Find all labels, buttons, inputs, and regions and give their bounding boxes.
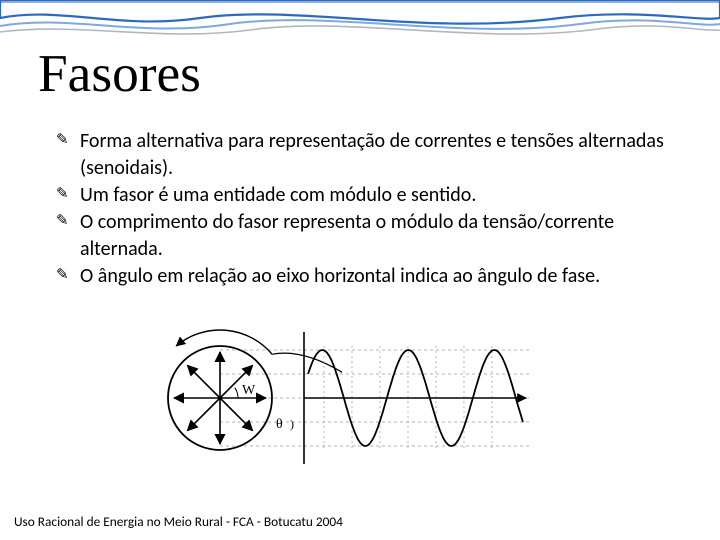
bullet-item: ✎ O comprimento do fasor representa o mó… (56, 209, 666, 263)
bullet-glyph-icon: ✎ (56, 184, 74, 202)
phasor-svg: Wθ) (154, 302, 534, 472)
bullet-glyph-icon: ✎ (56, 211, 74, 229)
bullet-text: O comprimento do fasor representa o módu… (80, 209, 666, 263)
bullet-text: Um fasor é uma entidade com módulo e sen… (80, 182, 666, 209)
bullet-list: ✎ Forma alternativa para representação d… (56, 128, 666, 290)
bullet-text: Forma alternativa para representação de … (80, 128, 666, 182)
phasor-figure: Wθ) (154, 302, 534, 472)
svg-text:): ) (290, 417, 294, 431)
bullet-glyph-icon: ✎ (56, 265, 74, 283)
bullet-item: ✎ O ângulo em relação ao eixo horizontal… (56, 263, 666, 290)
bullet-text: O ângulo em relação ao eixo horizontal i… (80, 263, 666, 290)
footer-text: Uso Racional de Energia no Meio Rural - … (14, 513, 343, 530)
slide-root: Fasores ✎ Forma alternativa para represe… (0, 0, 720, 540)
top-wave-decoration (0, 0, 720, 45)
svg-text:W: W (242, 383, 256, 398)
bullet-item: ✎ Um fasor é uma entidade com módulo e s… (56, 182, 666, 209)
bullet-item: ✎ Forma alternativa para representação d… (56, 128, 666, 182)
bullet-glyph-icon: ✎ (56, 130, 74, 148)
svg-text:θ: θ (276, 417, 283, 432)
slide-title: Fasores (38, 42, 201, 104)
